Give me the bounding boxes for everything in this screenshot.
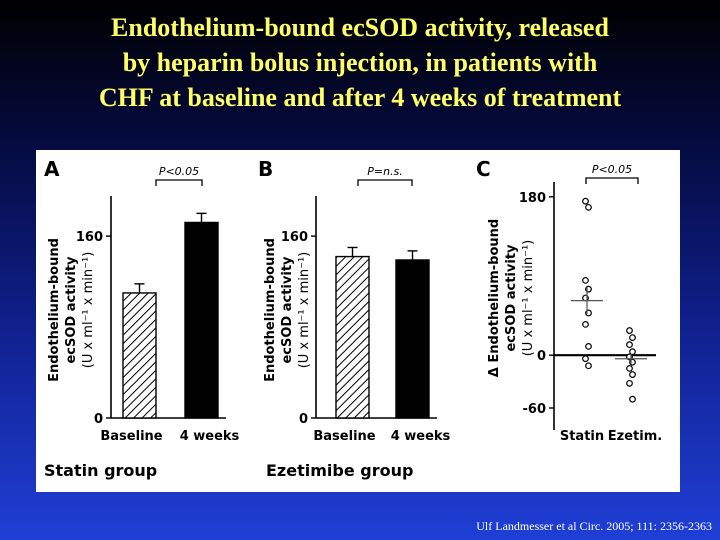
significance-label: P<0.05 — [592, 163, 632, 176]
data-point — [582, 355, 589, 363]
data-point — [629, 334, 636, 342]
y-axis-label: Endothelium-bound — [47, 238, 62, 382]
significance-label: P=n.s. — [367, 165, 403, 178]
y-axis-label: ecSOD activity — [504, 244, 519, 352]
x-tick-label: Ezetim. — [608, 429, 662, 444]
x-tick-label: Baseline — [100, 429, 162, 444]
data-point — [626, 379, 633, 387]
data-point — [582, 197, 589, 205]
bar-0 — [335, 255, 370, 419]
slide-title: Endothelium-bound ecSOD activity, releas… — [98, 13, 622, 112]
bar-1 — [395, 259, 430, 419]
y-tick-label: 0 — [94, 412, 103, 427]
y-axis-label: Δ Endothelium-bound — [487, 219, 502, 377]
figure-panel: A P<0.05 Endothelium-bound ecSOD activity (U… — [36, 150, 680, 492]
data-point — [585, 342, 592, 350]
data-point — [585, 362, 592, 370]
y-axis-label: (U x ml⁻¹ x min⁻¹) — [521, 240, 536, 357]
data-point — [626, 341, 633, 349]
x-tick-label: 4 weeks — [391, 429, 451, 444]
significance-bracket — [585, 177, 639, 184]
x-tick-label: 4 weeks — [180, 429, 240, 444]
panel-letter: B — [258, 157, 273, 181]
y-axis-label: (U x ml⁻¹ x min⁻¹) — [297, 252, 312, 369]
y-axis-label: ecSOD activity — [280, 256, 295, 364]
group-label: Ezetimibe group — [266, 461, 413, 480]
bar-0 — [122, 292, 157, 419]
y-tick-label: 0 — [299, 412, 308, 427]
data-point — [629, 348, 636, 356]
data-point — [585, 203, 592, 211]
data-point — [582, 320, 589, 328]
x-tick-label: Statin — [560, 429, 604, 444]
y-axis-label: (U x ml⁻¹ x min⁻¹) — [81, 252, 96, 369]
panel-letter: A — [44, 157, 60, 181]
y-tick-label: -60 — [523, 402, 547, 417]
significance-bracket — [357, 179, 413, 186]
y-tick-label: 0 — [537, 349, 546, 364]
data-point — [626, 327, 633, 334]
bar-1 — [184, 221, 219, 419]
y-axis-label: Endothelium-bound — [263, 238, 278, 382]
y-axis-label: ecSOD activity — [64, 256, 79, 364]
y-tick-label: 160 — [76, 230, 103, 245]
data-point — [629, 395, 636, 403]
data-point — [582, 276, 589, 284]
significance-label: P<0.05 — [159, 165, 199, 178]
citation: Ulf Landmesser et al Circ. 2005; 111: 23… — [476, 519, 712, 533]
x-tick-label: Baseline — [313, 429, 375, 444]
data-point — [626, 364, 633, 372]
data-point — [629, 371, 636, 378]
y-tick-label: 160 — [281, 230, 308, 245]
panel-letter: C — [476, 157, 491, 181]
y-tick-label: 180 — [519, 191, 546, 206]
significance-bracket — [155, 179, 203, 186]
group-label: Statin group — [44, 461, 157, 480]
